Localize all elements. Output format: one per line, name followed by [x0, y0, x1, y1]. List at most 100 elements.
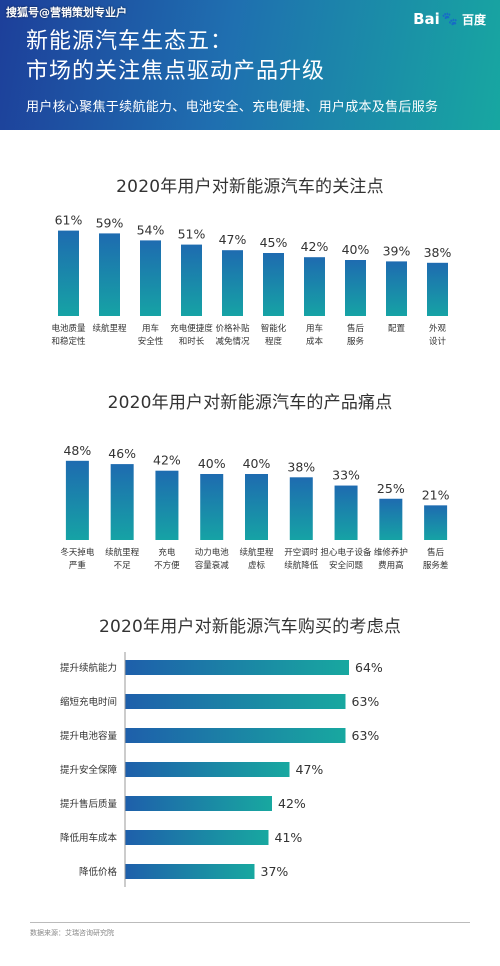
chart2-bar-3	[200, 474, 224, 540]
chart1-bar-3	[181, 244, 202, 316]
chart1-value-label-1: 59%	[96, 215, 124, 230]
chart2-category-label-5-0: 开空调时	[284, 547, 319, 558]
chart3-value-label-5: 41%	[275, 830, 303, 845]
chart2-category-label-7-0: 维修养护	[374, 547, 408, 558]
chart1-category-label-6-1: 成本	[306, 336, 324, 347]
chart2-value-label-6: 33%	[332, 468, 360, 483]
chart1-category-label-3-1: 和时长	[179, 336, 205, 347]
chart2-category-label-0-1: 严重	[69, 560, 87, 571]
chart3-value-label-1: 63%	[352, 694, 380, 709]
chart1-value-label-0: 61%	[55, 213, 83, 228]
chart2-category-label-5-1: 续航降低	[284, 560, 319, 571]
page-subtitle: 用户核心聚焦于续航能力、电池安全、充电便捷、用户成本及售后服务	[26, 100, 439, 115]
chart1-bar-5	[263, 253, 284, 316]
baidu-logo: Bai 🐾 百度	[413, 10, 486, 28]
header-banner: 搜狐号@营销策划专业户 Bai 🐾 百度 新能源汽车生态五： 市场的关注焦点驱动…	[0, 0, 500, 130]
footer-divider	[30, 922, 470, 923]
chart1-value-label-3: 51%	[178, 227, 206, 242]
chart1-category-label-9-0: 外观	[429, 323, 447, 334]
page-title-line2: 市场的关注焦点驱动产品升级	[26, 59, 326, 84]
chart1-category-label-7-1: 服务	[347, 336, 365, 347]
chart3-category-label-0: 提升续航能力	[60, 662, 117, 674]
chart2-category-label-4-1: 虚标	[248, 560, 266, 571]
chart1-category-label-2-0: 用车	[142, 323, 159, 334]
chart1-value-label-9: 38%	[424, 245, 452, 260]
chart3-category-label-4: 提升售后质量	[60, 798, 118, 810]
chart3-bar-0	[125, 660, 349, 675]
chart3-bar-2	[125, 728, 346, 743]
chart2-value-label-2: 42%	[153, 453, 181, 468]
chart1-bar-0	[58, 230, 79, 316]
watermark-text: 搜狐号@营销策划专业户	[6, 6, 127, 19]
chart2-bar-0	[65, 460, 89, 540]
chart2-category-label-1-0: 续航里程	[105, 547, 140, 558]
page-title-line1: 新能源汽车生态五：	[26, 29, 234, 54]
chart2-bar-7	[379, 498, 403, 540]
chart2-bar-4	[245, 474, 268, 540]
chart1-category-label-7-0: 售后	[347, 323, 365, 334]
chart2-category-label-8-0: 售后	[427, 547, 445, 558]
chart1-bar-1	[99, 233, 120, 316]
chart2-category-label-7-1: 费用高	[378, 560, 404, 571]
chart1-category-label-5-1: 程度	[265, 336, 283, 347]
page-title: 新能源汽车生态五： 市场的关注焦点驱动产品升级	[26, 27, 325, 87]
chart2-bar-8	[424, 505, 448, 540]
chart1-category-label-9-1: 设计	[429, 336, 447, 347]
chart2-category-label-3-0: 动力电池	[195, 547, 230, 558]
chart2-bar-5	[289, 477, 313, 540]
chart1-value-label-6: 42%	[301, 239, 329, 254]
chart2-bar-6	[334, 485, 358, 540]
data-source: 数据来源：艾瑞咨询研究院	[30, 929, 114, 937]
chart2-value-label-0: 48%	[63, 443, 91, 458]
chart2-value-label-3: 40%	[198, 456, 226, 471]
chart1-bar-6	[304, 257, 325, 316]
chart3-bar-6	[125, 864, 255, 879]
chart1-value-label-4: 47%	[219, 232, 247, 247]
chart1-category-label-1-0: 续航里程	[92, 323, 127, 334]
chart1-category-label-4-0: 价格补贴	[215, 323, 250, 334]
chart2-value-label-8: 21%	[422, 487, 450, 502]
chart2-category-label-2-0: 充电	[158, 547, 176, 558]
chart3-category-label-1: 缩短充电时间	[60, 696, 117, 708]
chart1-category-label-3-0: 充电便捷度	[170, 323, 213, 334]
chart3-category-label-2: 提升电池容量	[60, 730, 118, 742]
chart2-value-label-1: 46%	[108, 446, 136, 461]
chart2-category-label-4-0: 续航里程	[239, 547, 274, 558]
chart2-value-label-4: 40%	[243, 456, 271, 471]
chart2-category-label-2-1: 不方便	[154, 560, 180, 571]
chart1-bar-2	[140, 240, 161, 316]
chart2-category-label-6-0: 担心电子设备	[321, 547, 373, 558]
chart3-category-label-6: 降低价格	[79, 866, 118, 878]
chart2-bar-2	[155, 470, 179, 540]
chart2-category-label-0-0: 冬天掉电	[60, 547, 95, 558]
chart3-bar-5	[125, 830, 269, 845]
chart3-value-label-0: 64%	[355, 660, 383, 675]
chart3-purchase-considerations: 提升续航能力 64% 缩短充电时间 63% 提升电池容量 63% 提升安全保障 47% 提升售后…	[60, 652, 383, 887]
chart2-value-label-5: 38%	[287, 459, 315, 474]
chart2-category-label-3-1: 容量衰减	[195, 560, 230, 571]
chart2-category-label-1-1: 不足	[114, 561, 132, 571]
chart2-category-label-8-1: 服务差	[423, 560, 449, 571]
chart1-value-label-8: 39%	[383, 243, 411, 258]
chart3-value-label-4: 42%	[278, 796, 306, 811]
chart1-bar-7	[345, 260, 366, 316]
chart3-bar-4	[125, 796, 272, 811]
chart1-category-label-8-0: 配置	[388, 324, 406, 334]
chart3-bar-1	[125, 694, 346, 709]
chart2-title: 2020年用户对新能源汽车的产品痛点	[107, 393, 393, 413]
chart1-value-label-2: 54%	[137, 222, 165, 237]
chart3-category-label-3: 提升安全保障	[60, 764, 118, 776]
chart1-bar-9	[427, 262, 448, 316]
chart1-category-label-0-1: 和稳定性	[51, 336, 86, 347]
baidu-logo-cn: 百度	[461, 12, 486, 27]
baidu-logo-text: Bai	[413, 10, 440, 28]
chart3-title: 2020年用户对新能源汽车购买的考虑点	[98, 617, 402, 637]
chart1-value-label-7: 40%	[342, 242, 370, 257]
chart1-bar-8	[386, 261, 407, 316]
chart3-value-label-2: 63%	[352, 728, 380, 743]
chart2-category-label-6-1: 安全问题	[329, 560, 364, 571]
chart1-category-label-6-0: 用车	[306, 323, 323, 334]
chart2-bar-1	[110, 464, 134, 540]
